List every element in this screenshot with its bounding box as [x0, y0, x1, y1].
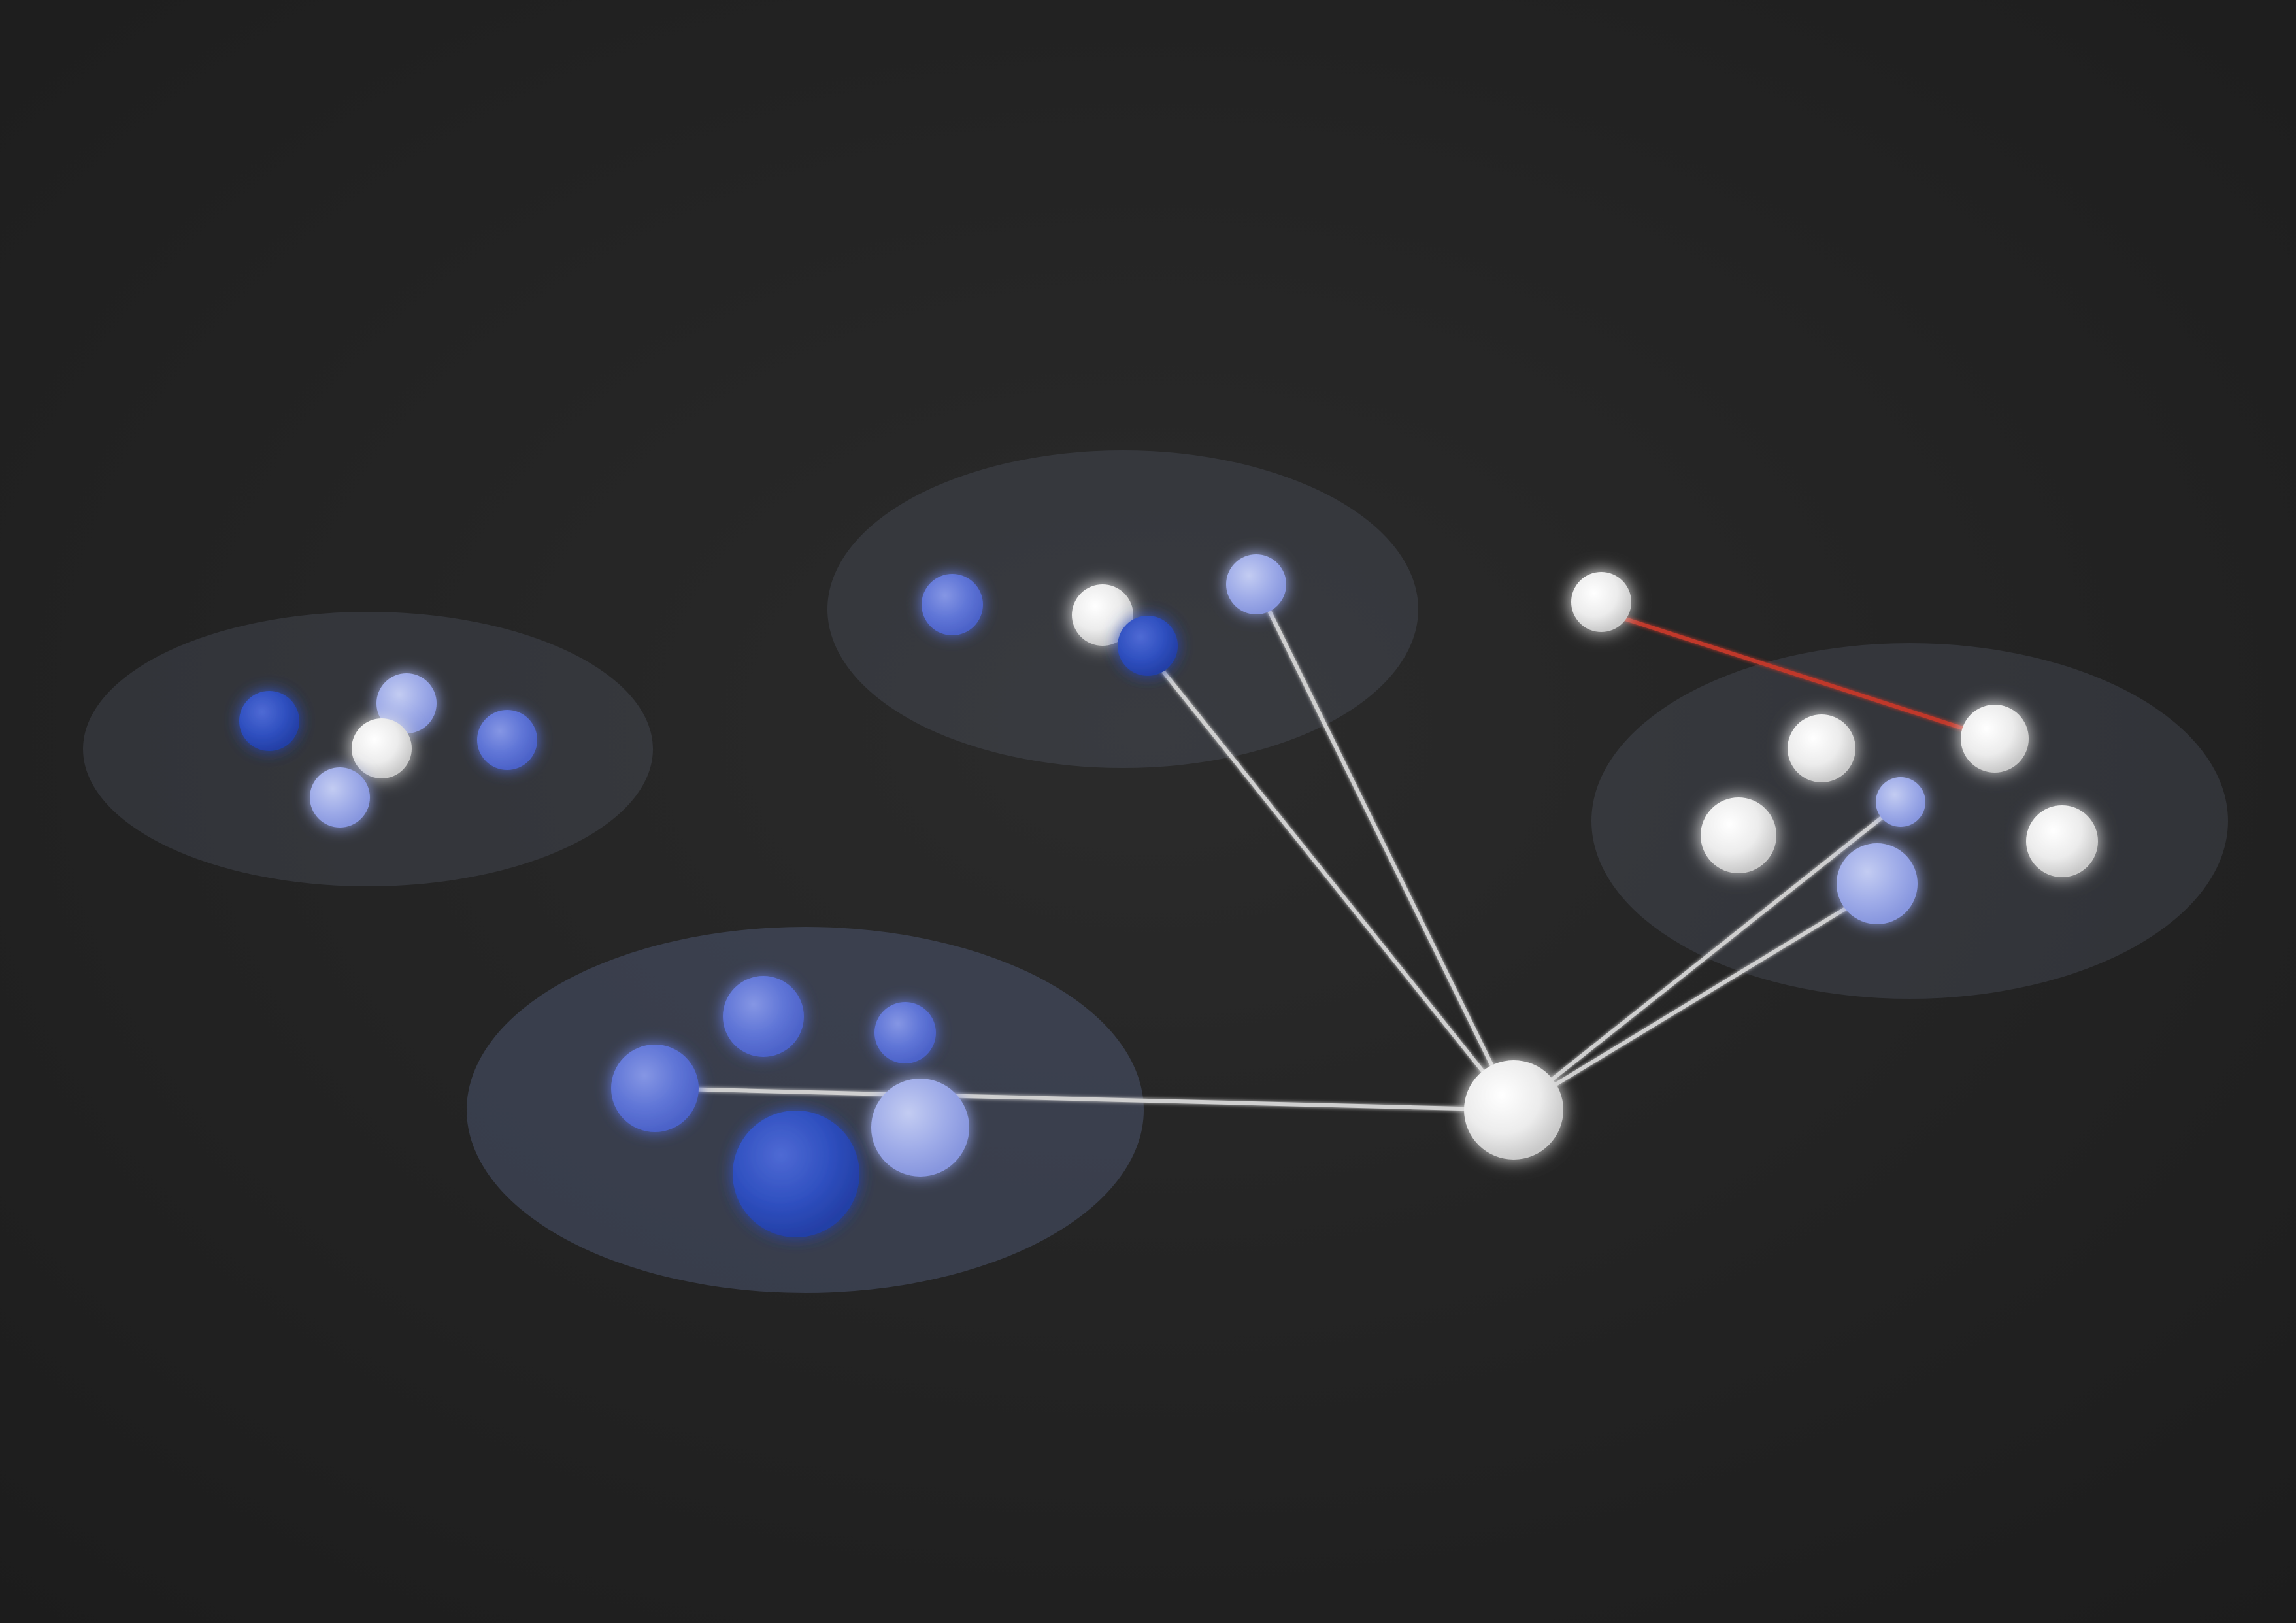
node-white [1961, 705, 2029, 773]
hub-link-right-small [1512, 801, 1902, 1112]
cluster-bottom-nodes [611, 976, 969, 1237]
links [654, 594, 1995, 1112]
node-white [352, 718, 412, 778]
node-light-blue [871, 1079, 969, 1177]
hub-link-right-large [1512, 888, 1877, 1112]
node-dark-blue [1118, 616, 1178, 676]
node-dark-blue [733, 1111, 859, 1237]
node-white [2026, 805, 2098, 877]
hub-link-top-dark [1147, 652, 1516, 1111]
node-mid-blue [611, 1045, 699, 1132]
node-light-blue [376, 673, 437, 733]
cluster-left-nodes [239, 673, 537, 828]
node-mid-blue [874, 1002, 936, 1063]
node-mid-blue [477, 710, 537, 770]
cluster-right-nodes [1701, 705, 2098, 924]
highlight-link [1601, 609, 1995, 741]
node-white [1701, 797, 1776, 873]
cluster-bottom-region [467, 927, 1144, 1293]
hub-node [1464, 1060, 1563, 1160]
cluster-top-nodes [922, 554, 1286, 676]
hub-link-bottom [654, 1086, 1514, 1112]
node-white [1788, 714, 1855, 782]
node-white [1072, 584, 1133, 646]
node-light-blue [1876, 777, 1925, 827]
node-mid-blue [922, 574, 983, 635]
hub-link-top-light [1259, 594, 1516, 1111]
node-dark-blue [239, 691, 299, 751]
node-light-blue [1226, 554, 1286, 614]
node-light-blue [1837, 843, 1918, 924]
isolated-node [1571, 572, 1631, 632]
node-light-blue [310, 767, 370, 828]
node-mid-blue [723, 976, 804, 1057]
